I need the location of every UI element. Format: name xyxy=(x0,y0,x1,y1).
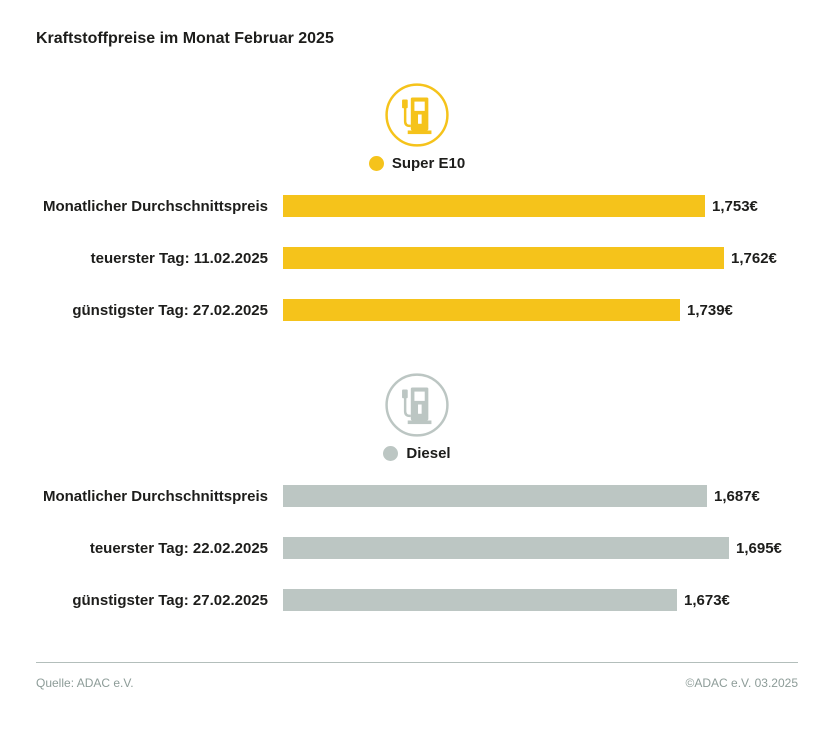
bar-diesel-min xyxy=(283,589,677,611)
legend-label-diesel: Diesel xyxy=(406,444,451,462)
fuel-pump-icon xyxy=(384,82,450,148)
bar-row: Monatlicher Durchschnittspreis 1,687€ xyxy=(36,484,798,508)
value-label: 1,687€ xyxy=(714,487,760,505)
value-label: 1,673€ xyxy=(684,591,730,609)
legend-label-super: Super E10 xyxy=(391,154,466,172)
bar-diesel-max xyxy=(283,537,729,559)
section-super-e10: Super E10 Monatlicher Durchschnittspreis… xyxy=(36,82,798,322)
legend-dot-super xyxy=(368,155,384,171)
row-label: günstigster Tag: 27.02.2025 xyxy=(72,591,268,609)
value-label: 1,762€ xyxy=(731,249,777,267)
section-head-super: Super E10 xyxy=(36,82,798,172)
row-label: teuerster Tag: 22.02.2025 xyxy=(89,539,268,557)
fuel-pump-icon xyxy=(384,372,450,438)
footer-divider xyxy=(36,662,798,663)
bar-rows-super: Monatlicher Durchschnittspreis 1,753€ te… xyxy=(36,194,798,322)
footer-copyright: ©ADAC e.V. 03.2025 xyxy=(685,676,798,690)
bar-row: Monatlicher Durchschnittspreis 1,753€ xyxy=(36,194,798,218)
row-label: Monatlicher Durchschnittspreis xyxy=(42,487,268,505)
bar-super-min xyxy=(283,299,680,321)
section-head-diesel: Diesel xyxy=(36,372,798,462)
value-label: 1,695€ xyxy=(736,539,782,557)
bar-row: teuerster Tag: 22.02.2025 1,695€ xyxy=(36,536,798,560)
row-label: teuerster Tag: 11.02.2025 xyxy=(90,249,268,267)
row-label: günstigster Tag: 27.02.2025 xyxy=(72,301,268,319)
bar-rows-diesel: Monatlicher Durchschnittspreis 1,687€ te… xyxy=(36,484,798,612)
section-diesel: Diesel Monatlicher Durchschnittspreis 1,… xyxy=(36,372,798,612)
bar-super-average xyxy=(283,195,705,217)
bar-row: günstigster Tag: 27.02.2025 1,739€ xyxy=(36,298,798,322)
page-title: Kraftstoffpreise im Monat Februar 2025 xyxy=(36,30,334,47)
value-label: 1,753€ xyxy=(712,197,758,215)
bar-row: teuerster Tag: 11.02.2025 1,762€ xyxy=(36,246,798,270)
row-label: Monatlicher Durchschnittspreis xyxy=(42,197,268,215)
bar-diesel-average xyxy=(283,485,707,507)
bar-row: günstigster Tag: 27.02.2025 1,673€ xyxy=(36,588,798,612)
legend-dot-diesel xyxy=(383,445,399,461)
bar-super-max xyxy=(283,247,724,269)
footer-source: Quelle: ADAC e.V. xyxy=(36,676,134,690)
value-label: 1,739€ xyxy=(687,301,733,319)
legend-super: Super E10 xyxy=(368,154,466,172)
footer: Quelle: ADAC e.V. ©ADAC e.V. 03.2025 xyxy=(36,676,798,690)
legend-diesel: Diesel xyxy=(383,444,451,462)
